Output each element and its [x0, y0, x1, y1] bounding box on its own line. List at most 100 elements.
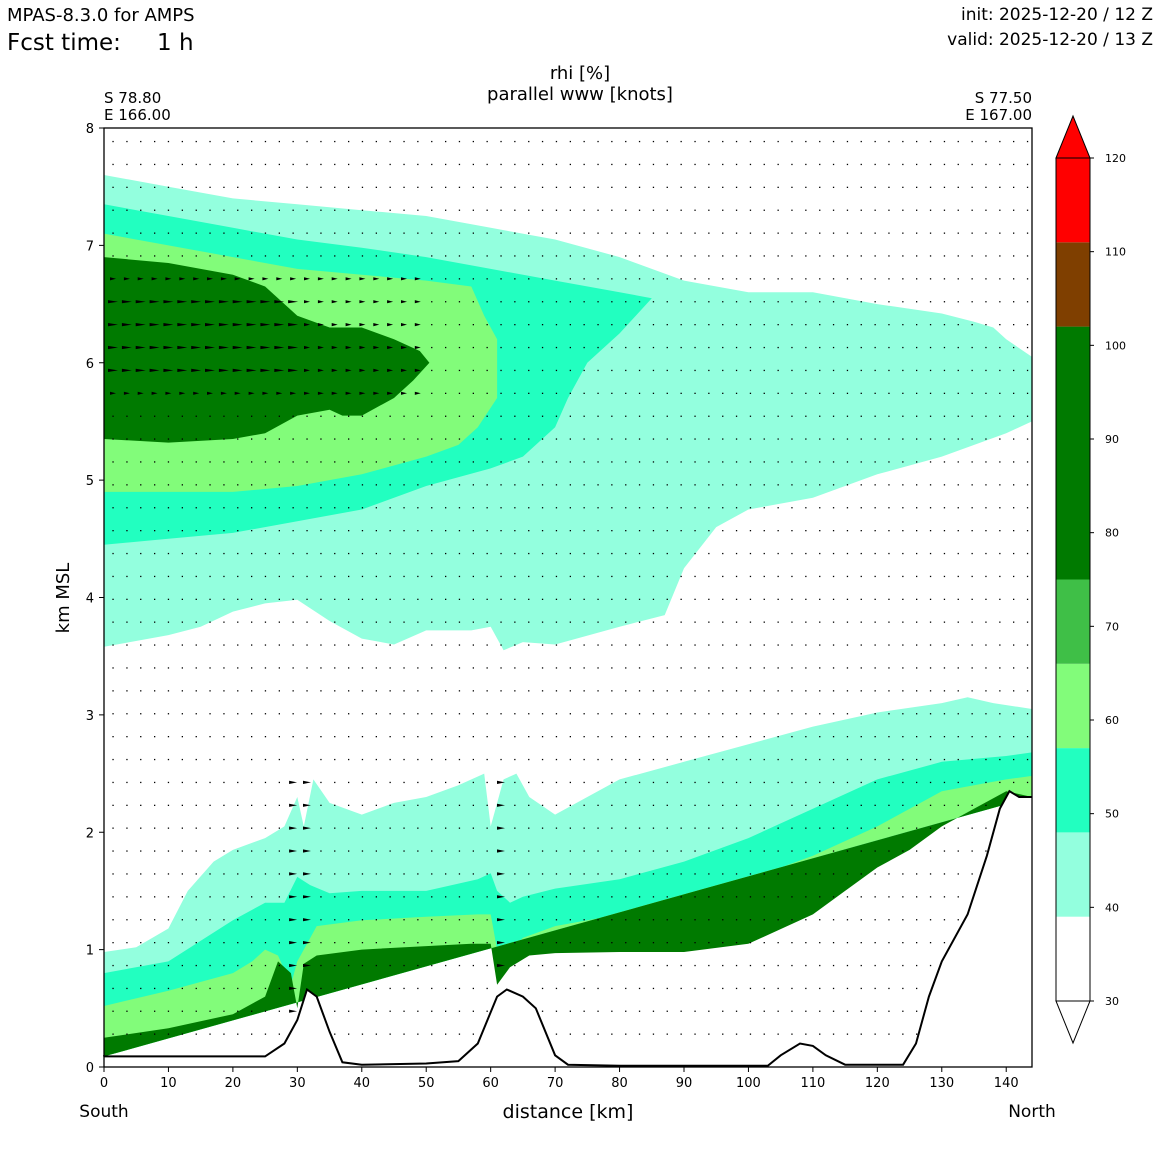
wind-vector — [735, 507, 738, 509]
wind-vector — [916, 758, 918, 761]
wind-vector — [694, 530, 696, 532]
wind-vector — [555, 736, 558, 738]
wind-vector — [763, 644, 765, 646]
wind-vector — [929, 278, 932, 280]
wind-vector — [167, 1010, 170, 1012]
wind-vector — [874, 644, 876, 646]
wind-vector — [652, 1033, 655, 1035]
wind-vector — [722, 1033, 724, 1035]
wind-vector — [140, 209, 142, 211]
wind-vector — [401, 391, 407, 395]
wind-vector — [234, 391, 241, 395]
wind-vector — [486, 278, 488, 280]
wind-vector — [763, 255, 765, 257]
wind-vector — [528, 690, 530, 692]
wind-vector — [666, 324, 668, 326]
wind-vector — [722, 736, 724, 738]
wind-vector — [472, 575, 474, 578]
wind-vector — [497, 826, 505, 830]
wind-vector — [205, 345, 215, 350]
wind-vector — [735, 530, 738, 532]
wind-vector — [708, 484, 710, 486]
wind-vector — [985, 690, 987, 692]
wind-vector — [805, 1010, 807, 1012]
wind-vector — [262, 391, 269, 395]
wind-vector — [528, 827, 530, 829]
wind-vector — [569, 140, 571, 143]
wind-vector — [819, 346, 821, 349]
wind-vector — [694, 758, 696, 761]
wind-vector — [403, 186, 405, 188]
wind-vector — [126, 621, 128, 623]
wind-vector — [957, 163, 959, 166]
wind-vector — [971, 507, 973, 509]
wind-vector — [541, 644, 544, 646]
wind-vector — [791, 964, 793, 967]
wind-vector — [791, 507, 793, 509]
wind-vector — [431, 301, 433, 303]
wind-vector — [791, 552, 793, 555]
wind-vector — [292, 667, 294, 669]
wind-vector — [317, 323, 324, 327]
wind-vector — [999, 713, 1001, 715]
wind-vector — [638, 987, 641, 990]
wind-vector — [929, 232, 932, 234]
wind-vector — [680, 827, 682, 829]
wind-vector — [819, 255, 821, 257]
wind-vector — [680, 324, 682, 326]
wind-vector — [237, 461, 239, 463]
wind-vector — [555, 781, 558, 784]
wind-vector — [916, 415, 918, 417]
wind-vector — [417, 644, 419, 646]
wind-vector — [403, 209, 405, 211]
wind-vector — [403, 964, 405, 967]
wind-vector — [638, 301, 641, 303]
wind-vector — [943, 530, 946, 532]
wind-vector — [359, 345, 366, 350]
wind-vector — [317, 277, 324, 281]
wind-vector — [805, 942, 807, 944]
wind-vector — [805, 278, 807, 280]
wind-vector — [805, 1033, 807, 1035]
wind-vector — [417, 232, 419, 234]
wind-vector — [943, 186, 946, 188]
wind-vector — [929, 690, 932, 692]
wind-vector — [500, 598, 502, 600]
wind-vector — [181, 575, 183, 578]
wind-vector — [957, 232, 959, 234]
wind-vector — [500, 369, 502, 372]
wind-vector — [694, 278, 696, 280]
wind-vector — [1013, 575, 1015, 578]
wind-vector — [126, 850, 128, 852]
wind-vector — [569, 301, 571, 303]
wind-vector — [888, 438, 890, 440]
wind-vector — [666, 392, 668, 394]
wind-vector — [126, 163, 128, 166]
wind-vector — [929, 438, 932, 440]
wind-vector — [583, 1033, 585, 1035]
wind-vector — [140, 140, 142, 143]
wind-vector — [223, 964, 225, 967]
wind-vector — [583, 255, 585, 257]
wind-vector — [445, 804, 447, 806]
wind-vector — [417, 415, 419, 417]
wind-vector — [583, 209, 585, 211]
wind-vector — [431, 919, 433, 921]
wind-vector — [929, 713, 932, 715]
wind-vector — [846, 530, 849, 532]
wind-vector — [112, 667, 114, 669]
wind-vector — [445, 736, 447, 738]
wind-vector — [625, 621, 627, 623]
wind-vector — [638, 507, 641, 509]
wind-vector — [149, 323, 160, 327]
wind-vector — [735, 278, 738, 280]
wind-vector — [666, 736, 668, 738]
wind-vector — [888, 415, 890, 417]
wind-vector — [957, 369, 959, 372]
wind-vector — [486, 324, 488, 326]
wind-vector — [278, 644, 280, 646]
wind-vector — [708, 186, 710, 188]
wind-vector — [902, 987, 904, 990]
wind-vector — [555, 232, 558, 234]
wind-vector — [722, 758, 724, 761]
